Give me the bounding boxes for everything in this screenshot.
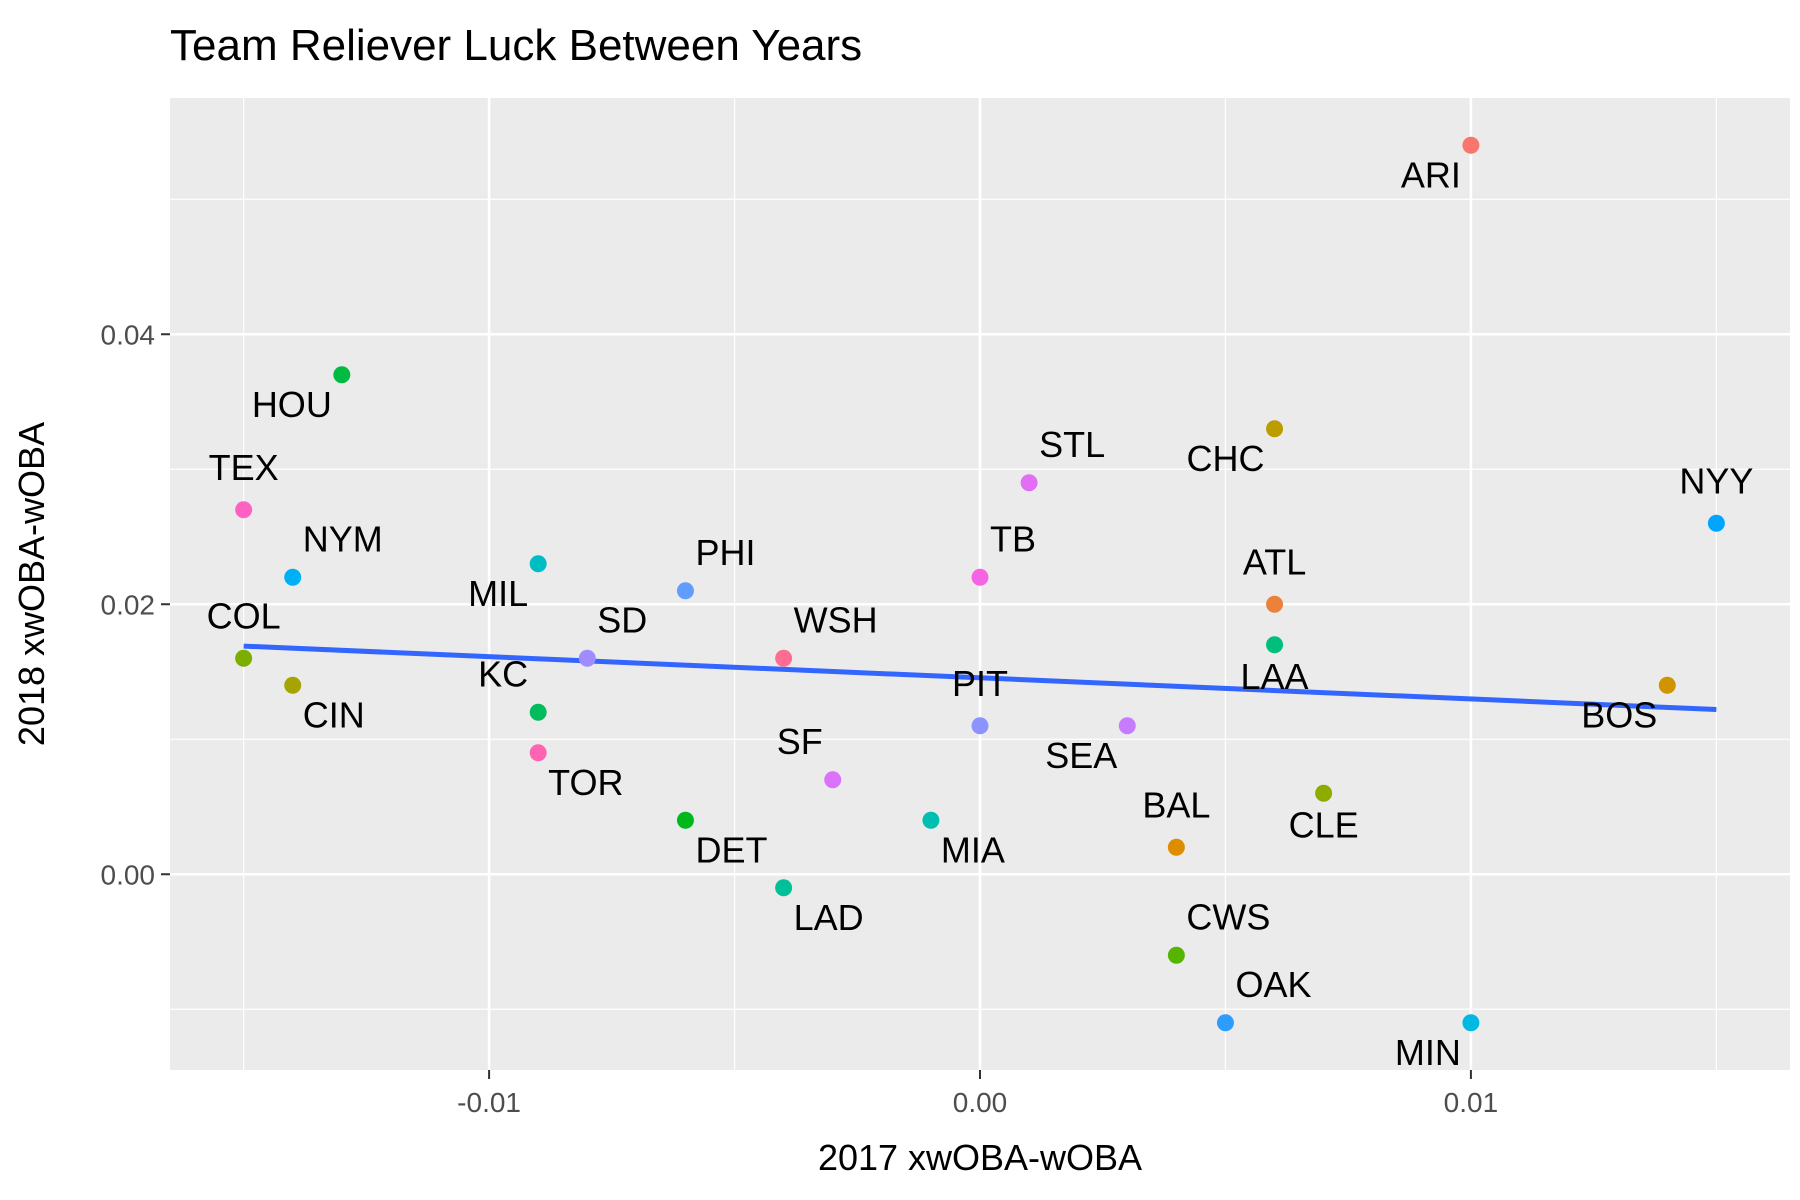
y-tick-label: 0.00 [101,859,156,890]
label-pit: PIT [952,663,1008,704]
label-wsh: WSH [794,599,878,640]
point-chc [1266,420,1284,438]
label-tor: TOR [548,762,623,803]
point-labels: ARI ATL BAL BOS CHC CIN CLE COL CWS DET HOU KC LAA LA… [207,154,1754,1073]
label-tb: TB [990,518,1036,559]
label-nym: NYM [303,518,383,559]
point-laa [1266,636,1284,654]
chart-title: Team Reliever Luck Between Years [170,21,862,70]
label-cle: CLE [1289,804,1359,845]
point-wsh [775,649,793,667]
data-points [235,136,1725,1032]
label-mia: MIA [941,829,1005,870]
label-lad: LAD [794,897,864,938]
point-cle [1315,784,1333,802]
label-laa: LAA [1241,656,1309,697]
point-tor [529,744,547,762]
label-oak: OAK [1235,964,1311,1005]
label-det: DET [695,829,767,870]
label-kc: KC [478,653,528,694]
point-tex [235,501,253,519]
label-chc: CHC [1187,438,1265,479]
trend-line [243,643,1717,713]
point-sf [824,771,842,789]
point-bal [1167,838,1185,856]
point-lad [775,879,793,897]
label-bos: BOS [1581,694,1657,735]
point-cws [1167,946,1185,964]
point-hou [333,366,351,384]
point-det [676,811,694,829]
point-tb [971,568,989,586]
x-tick-label: 0.00 [953,1087,1008,1118]
label-nyy: NYY [1679,460,1753,501]
point-atl [1266,595,1284,613]
x-axis-title: 2017 xwOBA-wOBA [818,1137,1142,1178]
label-col: COL [207,595,281,636]
point-sea [1118,717,1136,735]
point-ari [1462,136,1480,154]
point-pit [971,717,989,735]
label-ari: ARI [1401,154,1461,195]
point-stl [1020,474,1038,492]
x-tick-label: 0.01 [1444,1087,1499,1118]
label-sd: SD [597,599,647,640]
point-nym [284,568,302,586]
point-oak [1216,1014,1234,1032]
point-phi [676,582,694,600]
label-hou: HOU [252,384,332,425]
point-mil [529,555,547,573]
point-col [235,649,253,667]
label-phi: PHI [695,532,755,573]
point-kc [529,703,547,721]
label-min: MIN [1395,1032,1461,1073]
axis-ticks: -0.01 0.00 0.01 0.00 0.02 0.04 [101,319,1499,1118]
y-tick-label: 0.02 [101,589,156,620]
trend-line-group [243,643,1717,713]
point-mia [922,811,940,829]
point-cin [284,676,302,694]
label-sea: SEA [1045,735,1117,776]
point-sd [578,649,596,667]
label-atl: ATL [1243,541,1306,582]
label-stl: STL [1039,424,1105,465]
label-bal: BAL [1142,784,1210,825]
y-tick-label: 0.04 [101,319,156,350]
label-mil: MIL [468,573,528,614]
label-cws: CWS [1186,896,1270,937]
point-min [1462,1014,1480,1032]
label-sf: SF [777,721,823,762]
x-tick-label: -0.01 [457,1087,521,1118]
point-bos [1658,676,1676,694]
label-tex: TEX [209,447,279,488]
label-cin: CIN [303,694,365,735]
point-nyy [1707,514,1725,532]
y-axis-title: 2018 xwOBA-wOBA [11,422,52,746]
